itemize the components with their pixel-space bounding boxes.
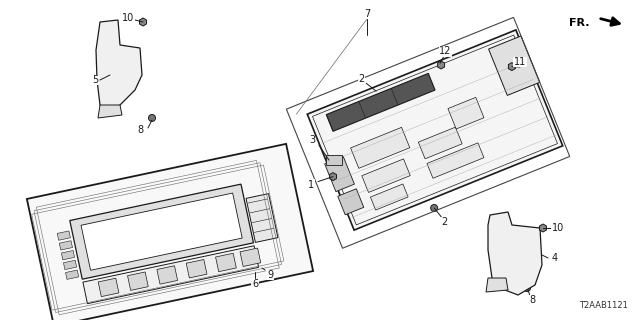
Text: 8: 8 xyxy=(529,295,535,305)
Polygon shape xyxy=(27,144,313,320)
Polygon shape xyxy=(186,260,207,278)
Text: 10: 10 xyxy=(552,223,564,233)
Text: 7: 7 xyxy=(364,9,370,19)
Circle shape xyxy=(148,115,156,122)
Circle shape xyxy=(424,159,428,163)
Polygon shape xyxy=(338,189,364,215)
Polygon shape xyxy=(60,241,72,250)
Polygon shape xyxy=(57,231,70,240)
Polygon shape xyxy=(326,155,342,165)
Polygon shape xyxy=(351,127,410,168)
Text: 8: 8 xyxy=(137,125,143,135)
Polygon shape xyxy=(486,278,508,292)
Circle shape xyxy=(524,284,531,292)
Polygon shape xyxy=(140,18,147,26)
Polygon shape xyxy=(98,278,119,297)
Circle shape xyxy=(387,174,391,178)
Polygon shape xyxy=(427,143,484,178)
Circle shape xyxy=(259,265,266,271)
Circle shape xyxy=(412,182,415,186)
Polygon shape xyxy=(324,156,355,192)
Polygon shape xyxy=(307,30,563,230)
Polygon shape xyxy=(362,159,410,192)
Polygon shape xyxy=(81,193,242,270)
Polygon shape xyxy=(63,260,77,270)
Text: 2: 2 xyxy=(441,217,447,227)
Polygon shape xyxy=(246,194,278,243)
Text: 3: 3 xyxy=(309,135,315,145)
Polygon shape xyxy=(216,253,236,272)
Polygon shape xyxy=(61,251,74,260)
Text: 1: 1 xyxy=(308,180,314,189)
Polygon shape xyxy=(96,20,142,112)
Circle shape xyxy=(405,166,409,170)
Circle shape xyxy=(430,174,434,179)
Polygon shape xyxy=(65,270,79,279)
Text: 4: 4 xyxy=(552,253,558,263)
Text: 11: 11 xyxy=(514,57,526,67)
Polygon shape xyxy=(371,184,408,210)
Text: 10: 10 xyxy=(122,13,134,23)
Circle shape xyxy=(372,88,380,95)
Text: 2: 2 xyxy=(358,74,364,84)
Polygon shape xyxy=(448,97,484,129)
Circle shape xyxy=(431,204,438,212)
Circle shape xyxy=(393,189,397,193)
Polygon shape xyxy=(488,212,542,295)
Polygon shape xyxy=(508,63,515,71)
Text: 5: 5 xyxy=(92,75,98,85)
Polygon shape xyxy=(540,224,547,232)
Text: FR.: FR. xyxy=(570,18,590,28)
Polygon shape xyxy=(240,248,260,267)
Polygon shape xyxy=(330,172,337,180)
Polygon shape xyxy=(326,73,435,131)
Polygon shape xyxy=(419,127,462,159)
Polygon shape xyxy=(98,105,122,118)
Polygon shape xyxy=(157,266,178,284)
Polygon shape xyxy=(83,246,259,304)
Polygon shape xyxy=(70,184,253,279)
Polygon shape xyxy=(438,61,445,69)
Polygon shape xyxy=(127,272,148,290)
Text: 6: 6 xyxy=(252,279,258,289)
Text: 9: 9 xyxy=(267,270,273,280)
Text: T2AAB1121: T2AAB1121 xyxy=(579,301,628,310)
Text: 12: 12 xyxy=(439,46,452,56)
Polygon shape xyxy=(488,36,540,95)
